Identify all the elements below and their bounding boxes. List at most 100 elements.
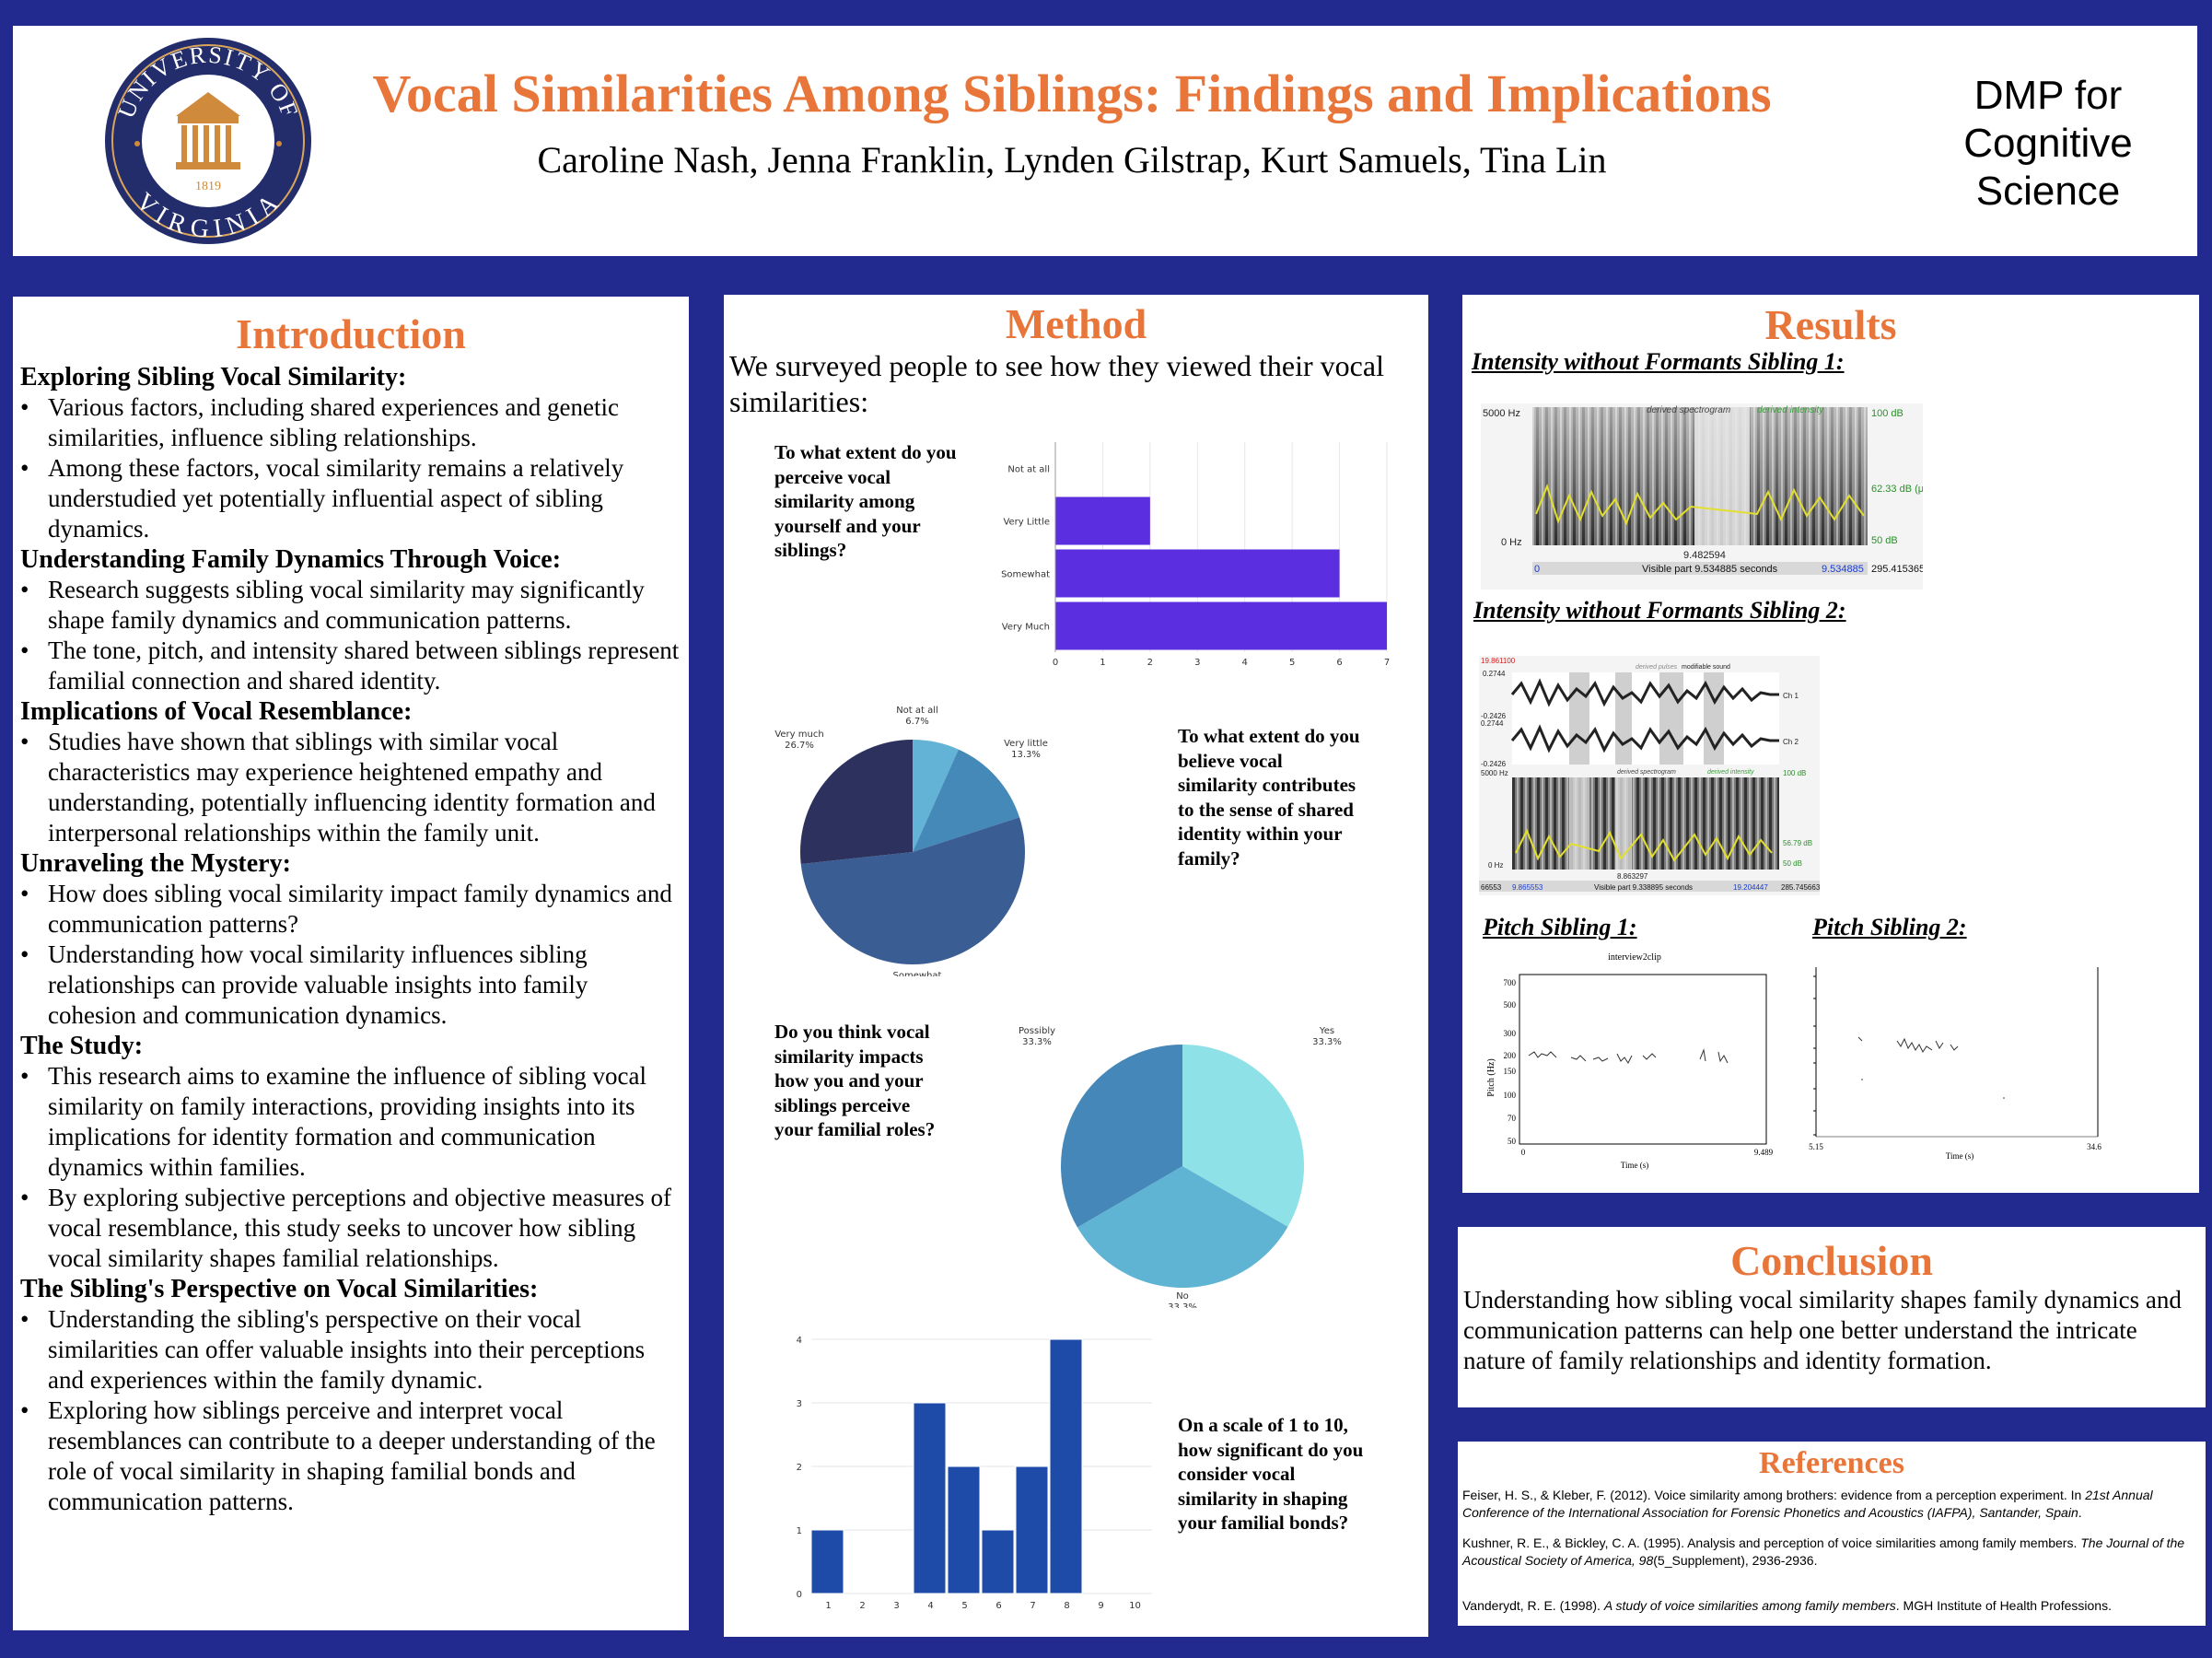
introduction-body: Exploring Sibling Vocal Similarity: • Vari…: [20, 362, 681, 1517]
y-tick-label: 3: [797, 1399, 802, 1409]
svg-text:derived pulses: derived pulses: [1636, 664, 1678, 671]
intro-bullet-text: Understanding how vocal similarity influ…: [48, 940, 588, 1029]
intro-bullet: • Understanding how vocal similarity infl…: [20, 940, 681, 1031]
university-seal-logo: UNIVERSITY OF VIRGINIA 1819: [105, 38, 311, 244]
pie-slice: [1077, 1166, 1288, 1288]
slice-percent: 13.3%: [1011, 750, 1041, 760]
svg-text:100 dB: 100 dB: [1783, 769, 1806, 777]
survey-question-3: Do you think vocal similarity impacts ho…: [774, 1021, 936, 1140]
intro-bullet-text: Exploring how siblings perceive and inte…: [48, 1396, 656, 1515]
pie-slice: [800, 740, 913, 865]
x-tick-label: 6: [995, 1601, 1001, 1611]
bullet-icon: •: [20, 1396, 29, 1424]
bullet-icon: •: [20, 1062, 29, 1090]
survey-question-1: To what extent do you perceive vocal sim…: [774, 441, 957, 561]
results-title: Results: [1764, 301, 1897, 348]
x-tick-label: 1: [1100, 658, 1105, 668]
intro-bullet: • Studies have shown that siblings with s…: [20, 727, 681, 848]
svg-text:derived intensity: derived intensity: [1757, 405, 1824, 415]
bar: [1055, 496, 1150, 545]
conclusion-text: Understanding how sibling vocal similari…: [1463, 1286, 2182, 1374]
svg-text:100 dB: 100 dB: [1871, 408, 1903, 419]
slice-label: Very much: [774, 730, 823, 740]
intro-bullet-text: This research aims to examine the influe…: [48, 1062, 647, 1181]
intro-section-heading: Understanding Family Dynamics Through Vo…: [20, 545, 562, 574]
bar: [1015, 1465, 1049, 1594]
x-tick-label: 10: [1129, 1601, 1141, 1611]
intro-bullet-text: Studies have shown that siblings with si…: [48, 728, 656, 847]
survey-question-2: To what extent do you believe vocal simi…: [1178, 725, 1360, 870]
pie-slice: [1182, 1045, 1304, 1227]
perceived-similarity-bar-chart: 0 1 2 3 4 5 6 7 Not at all Very Little Somewhat Ver…: [1001, 442, 1390, 668]
slice-percent: 33.3%: [1312, 1037, 1342, 1047]
svg-text:285.745663: 285.745663: [1781, 883, 1820, 892]
svg-text:56.79 dB: 56.79 dB: [1783, 839, 1812, 847]
svg-text:derived spectrogram: derived spectrogram: [1647, 405, 1730, 415]
slice-percent: 33.3%: [1168, 1302, 1197, 1308]
slice-percent: 33.3%: [1022, 1037, 1052, 1047]
intro-bullet-text: The tone, pitch, and intensity shared be…: [48, 636, 680, 695]
y-tick-label: 4: [797, 1336, 802, 1346]
poster-title: Vocal Similarities Among Siblings: Findi…: [372, 64, 1772, 123]
svg-text:62.33 dB (μE): 62.33 dB (μE): [1871, 484, 1923, 495]
intro-section-heading: Exploring Sibling Vocal Similarity:: [20, 363, 407, 391]
slice-label: Not at all: [896, 706, 938, 716]
svg-text:0: 0: [1534, 564, 1540, 575]
svg-text:0 Hz: 0 Hz: [1488, 861, 1503, 870]
bullet-icon: •: [20, 454, 29, 482]
x-tick-label: 0: [1053, 658, 1058, 668]
intro-bullet: • Exploring how siblings perceive and int…: [20, 1395, 681, 1517]
pie-slice: [913, 740, 959, 852]
svg-text:700: 700: [1504, 978, 1517, 987]
intro-bullet: • By exploring subjective perceptions and…: [20, 1183, 681, 1274]
svg-text:0: 0: [1521, 1148, 1526, 1157]
svg-text:Time (s): Time (s): [1621, 1161, 1648, 1170]
intro-bullet-text: How does sibling vocal similarity impact…: [48, 880, 672, 938]
svg-text:9.865553: 9.865553: [1512, 883, 1543, 892]
svg-text:5000 Hz: 5000 Hz: [1481, 769, 1508, 777]
bullet-icon: •: [20, 728, 29, 755]
reference-2: Kushner, R. E., & Bickley, C. A. (1995).…: [1462, 1535, 2185, 1568]
svg-text:300: 300: [1504, 1029, 1517, 1038]
slice-label: Yes: [1319, 1026, 1334, 1036]
x-tick-label: 4: [927, 1601, 933, 1611]
intro-bullet: • Research suggests sibling vocal similar…: [20, 575, 681, 636]
svg-text:50 dB: 50 dB: [1783, 859, 1802, 868]
sibling2-pitch-plot: 5.15 34.6 Time (s): [1809, 967, 2101, 1161]
x-tick-label: 5: [1289, 658, 1295, 668]
svg-text:34.6: 34.6: [2087, 1142, 2101, 1151]
bar: [981, 1529, 1015, 1594]
y-tick-label: 0: [797, 1590, 802, 1600]
bar: [947, 1465, 981, 1594]
x-tick-label: 7: [1384, 658, 1390, 668]
x-tick-label: 5: [961, 1601, 967, 1611]
x-tick-label: 6: [1336, 658, 1342, 668]
x-tick-label: 2: [1147, 658, 1153, 668]
sibling2-intensity-caption: Intensity without Formants Sibling 2:: [1473, 597, 1846, 624]
svg-text:50: 50: [1508, 1137, 1517, 1146]
svg-text:0.2744: 0.2744: [1481, 719, 1504, 728]
slice-label: Very little: [1004, 739, 1048, 749]
bullet-icon: •: [20, 1184, 29, 1211]
svg-text:70: 70: [1508, 1114, 1517, 1123]
sibling1-spectrogram-image: 5000 Hz 0 Hz derived spectrogram derived…: [1481, 403, 1923, 590]
y-category-label: Very Little: [1003, 518, 1050, 528]
intro-bullet: • How does sibling vocal similarity impac…: [20, 879, 681, 940]
y-tick-label: 1: [797, 1526, 802, 1536]
method-panel: Method We surveyed people to see how the…: [724, 295, 1428, 1637]
reference-3: Vanderydt, R. E. (1998). A study of voic…: [1462, 1598, 2112, 1613]
intro-bullet: • The tone, pitch, and intensity shared b…: [20, 636, 681, 696]
sibling1-pitch-caption: Pitch Sibling 1:: [1483, 914, 1637, 940]
svg-text:500: 500: [1504, 1000, 1517, 1010]
svg-text:derived spectrogram: derived spectrogram: [1617, 769, 1676, 776]
poster-header: UNIVERSITY OF VIRGINIA 1819 Vocal Simila…: [13, 26, 2197, 256]
bullet-icon: •: [20, 576, 29, 603]
intro-bullet: • Among these factors, vocal similarity r…: [20, 453, 681, 544]
reference-1: Feiser, H. S., & Kleber, F. (2012). Voic…: [1462, 1488, 2153, 1520]
svg-text:5000 Hz: 5000 Hz: [1483, 408, 1520, 419]
conclusion-panel: Conclusion Understanding how sibling voc…: [1458, 1227, 2206, 1407]
svg-text:Ch 1: Ch 1: [1783, 692, 1799, 700]
x-tick-label: 4: [1242, 658, 1248, 668]
